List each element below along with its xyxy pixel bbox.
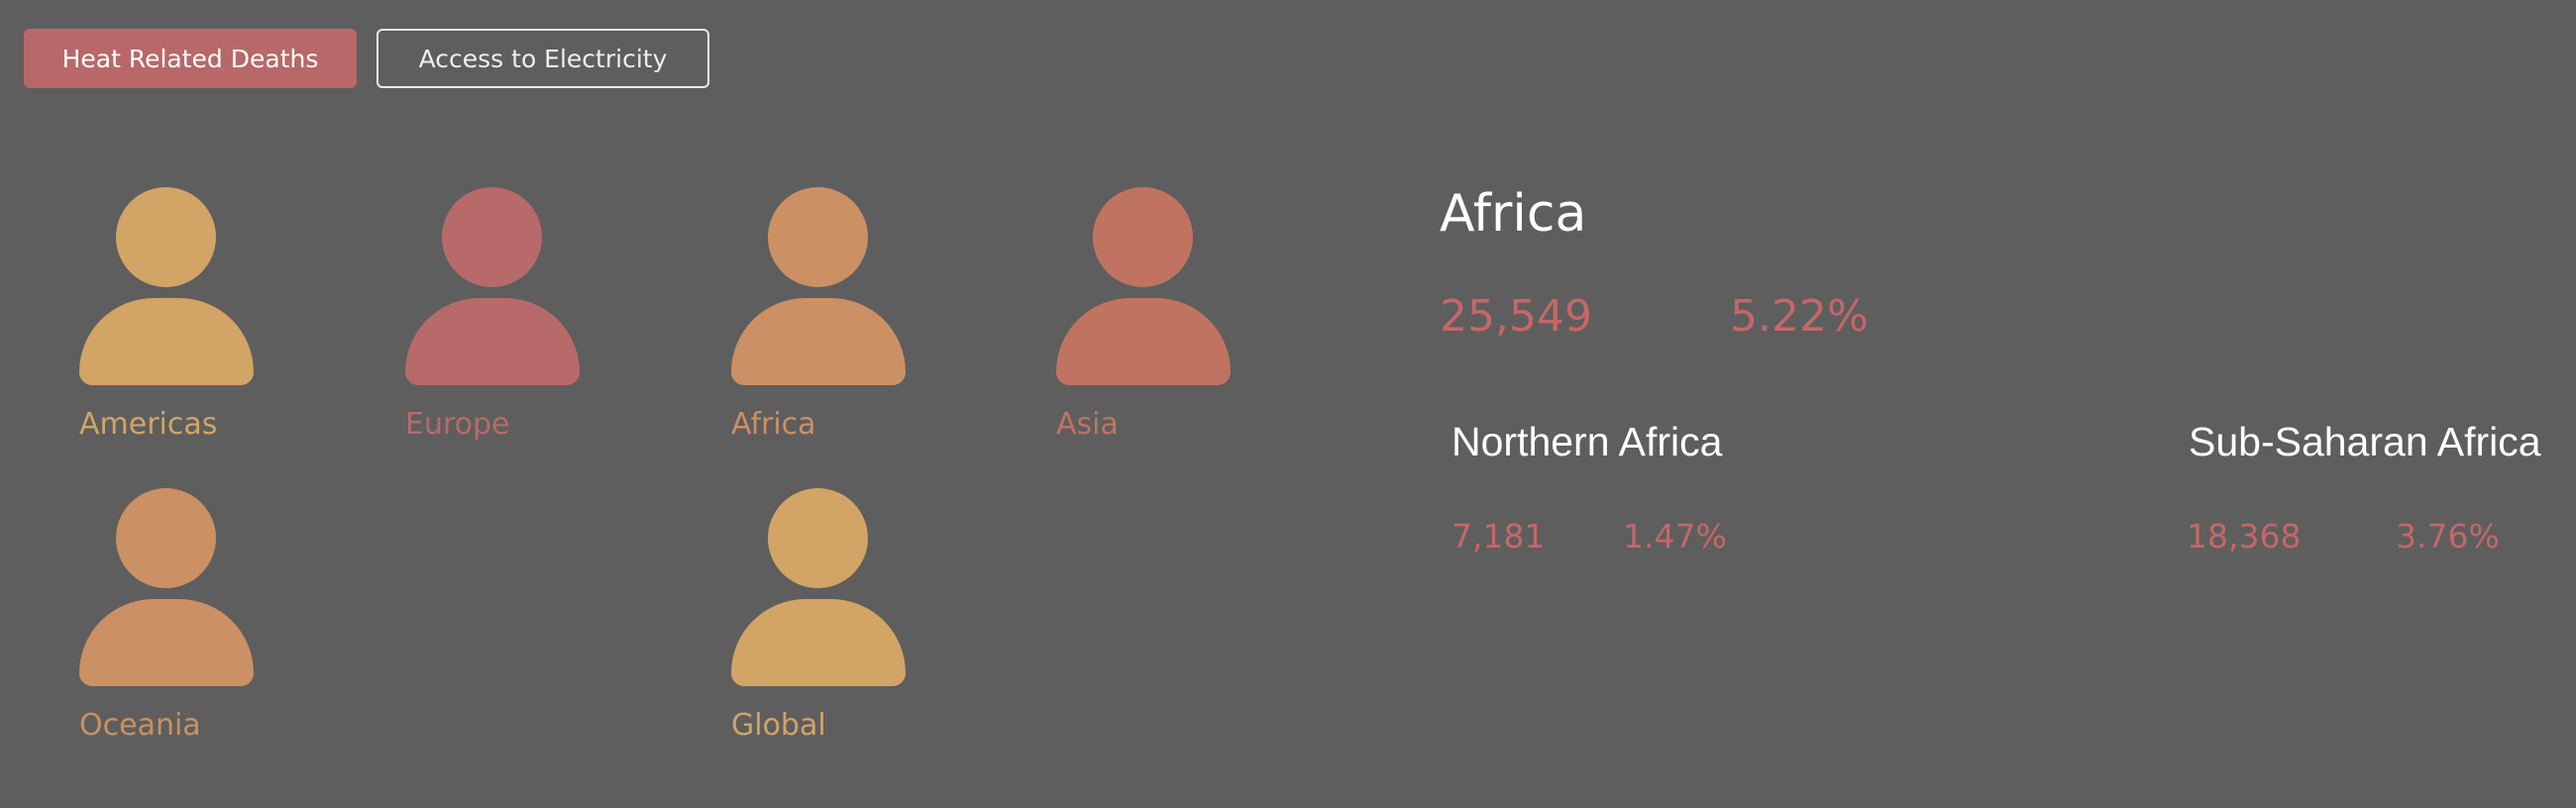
detail-title: Africa <box>1440 184 1587 244</box>
detail-deaths: 25,549 <box>1440 291 1592 342</box>
person-icon <box>79 187 254 385</box>
region-label: Oceania <box>79 708 201 743</box>
person-icon <box>79 488 254 686</box>
tab-heat-related-deaths[interactable]: Heat Related Deaths <box>24 29 357 88</box>
subregion-title-northern-africa: Northern Africa <box>1451 419 1723 464</box>
region-label: Africa <box>731 407 816 442</box>
subregion-percent-sub-saharan-africa: 3.76% <box>2396 517 2500 556</box>
region-africa[interactable]: Africa <box>731 187 929 442</box>
region-europe[interactable]: Europe <box>405 187 603 442</box>
region-label: Global <box>731 708 826 743</box>
person-icon <box>405 187 580 385</box>
region-label: Americas <box>79 407 218 442</box>
person-icon <box>1056 187 1231 385</box>
subregion-deaths-northern-africa: 7,181 <box>1451 517 1546 556</box>
subregion-percent-northern-africa: 1.47% <box>1623 517 1727 556</box>
region-label: Europe <box>405 407 510 442</box>
person-icon <box>731 187 906 385</box>
subregion-title-sub-saharan-africa: Sub-Saharan Africa <box>2189 419 2541 464</box>
subregion-deaths-sub-saharan-africa: 18,368 <box>2187 517 2302 556</box>
detail-percent: 5.22% <box>1730 291 1869 342</box>
region-asia[interactable]: Asia <box>1056 187 1254 442</box>
person-icon <box>731 488 906 686</box>
region-label: Asia <box>1056 407 1119 442</box>
region-americas[interactable]: Americas <box>79 187 277 442</box>
tab-access-to-electricity[interactable]: Access to Electricity <box>376 29 709 88</box>
region-global[interactable]: Global <box>731 488 929 743</box>
region-oceania[interactable]: Oceania <box>79 488 277 743</box>
